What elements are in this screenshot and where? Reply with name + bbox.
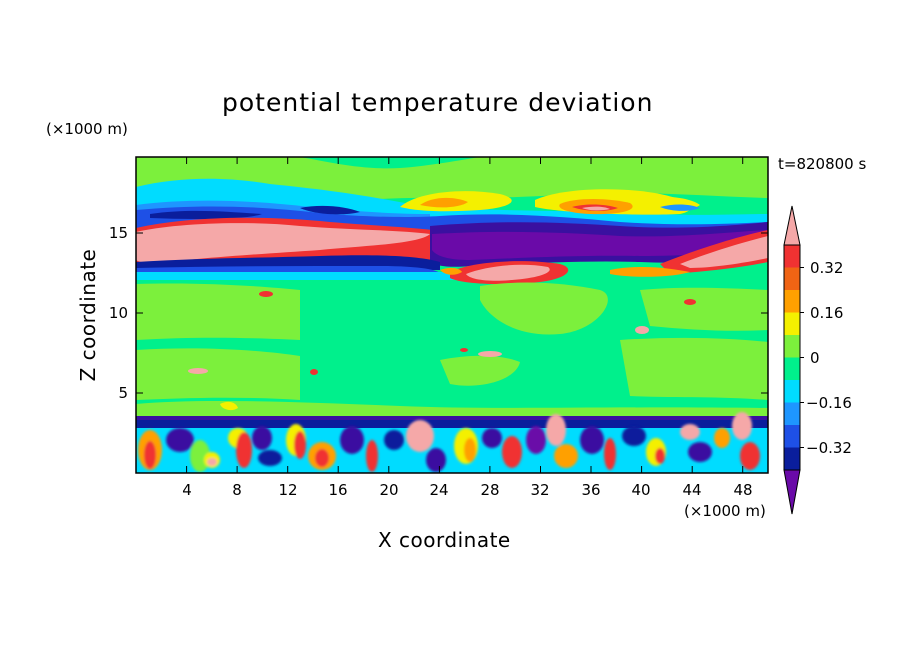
colorbar-tick-label: −0.16: [806, 394, 852, 412]
y-tick-label: 10: [108, 304, 128, 322]
y-axis-label: Z coordinate: [76, 248, 100, 382]
x-tick-label: 16: [328, 481, 348, 499]
heatmap-field: [136, 157, 768, 473]
x-tick-label: 12: [278, 481, 298, 499]
x-tick-label: 20: [379, 481, 399, 499]
plot-frame: [135, 156, 769, 474]
colorbar-segment: [784, 290, 800, 313]
colorbar-segment: [784, 267, 800, 290]
x-axis-label: X coordinate: [378, 528, 511, 552]
x-tick-label: 28: [480, 481, 500, 499]
y-unit-label: (×1000 m): [46, 120, 128, 138]
colorbar-tick-label: 0: [810, 349, 820, 367]
colorbar-tick-label: 0.16: [810, 304, 844, 322]
colorbar-segment: [784, 312, 800, 335]
colorbar: [783, 205, 804, 515]
x-unit-label: (×1000 m): [684, 502, 766, 520]
colorbar-tick-label: 0.32: [810, 259, 844, 277]
colorbar-extend-bottom: [783, 469, 801, 515]
x-tick-label: 32: [530, 481, 550, 499]
x-axis-ticks: [186, 157, 744, 473]
x-tick-label: 36: [581, 481, 601, 499]
x-tick-label: 4: [182, 481, 192, 499]
x-tick-label: 24: [429, 481, 449, 499]
colorbar-extend-top: [783, 205, 801, 246]
colorbar-segment: [784, 335, 800, 358]
colorbar-segment: [784, 357, 800, 380]
x-tick-label: 40: [631, 481, 651, 499]
x-tick-label: 8: [232, 481, 242, 499]
colorbar-segment: [784, 380, 800, 403]
colorbar-segment: [784, 425, 800, 448]
y-tick-label: 5: [118, 384, 128, 402]
colorbar-segment: [784, 447, 800, 470]
x-tick-label: 48: [733, 481, 753, 499]
x-tick-label: 44: [682, 481, 702, 499]
colorbar-segment: [784, 402, 800, 425]
time-label: t=820800 s: [778, 155, 867, 173]
colorbar-segment: [784, 245, 800, 268]
chart-title: potential temperature deviation: [222, 88, 654, 117]
y-axis-ticks: [136, 232, 768, 394]
y-tick-label: 15: [108, 224, 128, 242]
colorbar-tick-label: −0.32: [806, 439, 852, 457]
